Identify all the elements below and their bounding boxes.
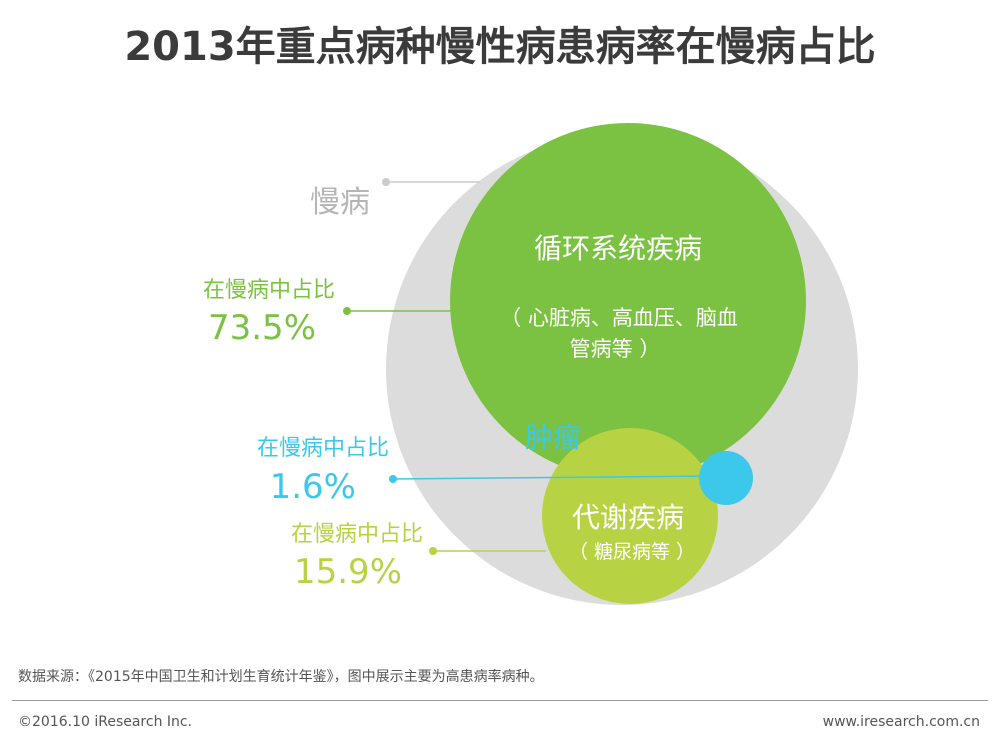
circulatory-value-label: 73.5%: [208, 308, 316, 348]
tumor-name-label: 肿瘤: [525, 421, 581, 454]
circulatory-name-label: 循环系统疾病: [534, 232, 702, 265]
tumor-leader-line: [392, 475, 713, 480]
footer-divider: [12, 700, 988, 701]
circulatory-share-label: 在慢病中占比: [203, 278, 335, 303]
bubble-chart: 慢病 循环系统疾病 （ 心脏病、高血压、脑血 管病等 ） 肿瘤 代谢疾病 （ 糖…: [203, 123, 858, 605]
metabolic-leader-dot: [429, 547, 437, 555]
footer-website-link[interactable]: www.iresearch.com.cn: [822, 714, 980, 730]
data-source-note: 数据来源：《2015年中国卫生和计划生育统计年鉴》，图中展示主要为高患病率病种。: [18, 669, 544, 685]
circulatory-leader-dot: [343, 307, 351, 315]
tumor-share-label: 在慢病中占比: [257, 436, 389, 461]
metabolic-circle: [542, 428, 718, 604]
tumor-circle: [699, 451, 753, 505]
metabolic-share-label: 在慢病中占比: [291, 522, 423, 547]
metabolic-detail-label: （ 糖尿病等 ）: [569, 541, 695, 563]
chronic-disease-label: 慢病: [310, 185, 370, 220]
page-title: 2013年重点病种慢性病患病率在慢病占比: [124, 24, 876, 70]
footer-copyright: ©2016.10 iResearch Inc.: [18, 714, 193, 730]
circulatory-detail-label: （ 心脏病、高血压、脑血: [500, 306, 738, 330]
tumor-leader-dot: [389, 475, 397, 483]
circulatory-circle: [450, 123, 806, 479]
metabolic-value-label: 15.9%: [294, 552, 402, 592]
metabolic-name-label: 代谢疾病: [572, 501, 684, 534]
chronic-leader-dot: [382, 178, 390, 186]
circulatory-detail-label-2: 管病等 ）: [570, 337, 661, 361]
tumor-value-label: 1.6%: [270, 467, 356, 507]
